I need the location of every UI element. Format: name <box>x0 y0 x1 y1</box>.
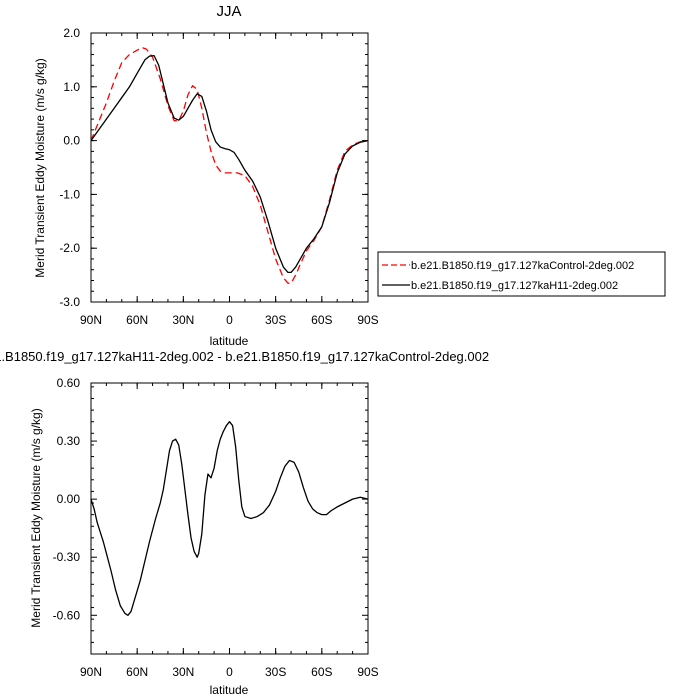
y-tick-label: -0.60 <box>53 608 81 622</box>
legend: b.e21.B1850.f19_g17.127kaControl-2deg.00… <box>377 251 666 297</box>
top-plot-frame <box>90 32 369 303</box>
y-tick-label: -2.0 <box>59 241 80 255</box>
y-tick-label: -1.0 <box>59 187 80 201</box>
x-tick-label: 0 <box>226 313 233 327</box>
bottom-x-axis-label: latitude <box>210 683 249 697</box>
bottom-chart-title: b.e21.B1850.f19_g17.127kaH11-2deg.002 - … <box>0 349 489 364</box>
bottom-plot-frame <box>90 382 369 655</box>
x-tick-label: 30N <box>172 313 194 327</box>
y-tick-label: 2.0 <box>63 26 80 40</box>
series-line-0 <box>90 421 369 616</box>
x-tick-label: 90N <box>80 313 102 327</box>
x-tick-label: 90N <box>80 665 102 679</box>
top-x-axis-ticks: 90N 60N 30N 0 30S 60S 90S <box>80 33 379 327</box>
bottom-series-lines <box>90 421 369 616</box>
series-line-0 <box>90 46 369 284</box>
x-tick-label: 60N <box>126 665 148 679</box>
y-tick-label: -0.30 <box>53 550 81 564</box>
bottom-minor-ticks <box>90 383 369 655</box>
x-tick-label: 0 <box>226 665 233 679</box>
bottom-y-axis-label: Merid Transient Eddy Moisture (m/s g/kg) <box>29 408 43 627</box>
x-tick-label: 30S <box>265 665 286 679</box>
legend-label-h11: b.e21.B1850.f19_g17.127kaH11-2deg.002 <box>411 280 618 292</box>
y-tick-label: 1.0 <box>63 80 80 94</box>
y-tick-label: 0.30 <box>57 434 81 448</box>
top-y-axis-label: Merid Transient Eddy Moisture (m/s g/kg) <box>33 58 47 277</box>
top-chart-title: JJA <box>216 3 241 20</box>
x-tick-label: 90S <box>357 313 378 327</box>
bottom-y-axis-ticks: 0.60 0.30 0.00 -0.30 -0.60 <box>53 376 368 622</box>
y-tick-label: 0.60 <box>57 376 81 390</box>
top-minor-ticks <box>90 32 369 303</box>
x-tick-label: 60N <box>126 313 148 327</box>
x-tick-label: 60S <box>311 665 332 679</box>
top-series-lines <box>90 46 369 284</box>
top-y-axis-ticks: 2.0 1.0 0.0 -1.0 -2.0 -3.0 <box>59 26 368 309</box>
x-tick-label: 60S <box>311 313 332 327</box>
y-tick-label: 0.00 <box>57 492 81 506</box>
x-tick-label: 30S <box>265 313 286 327</box>
legend-box <box>377 251 666 297</box>
x-tick-label: 90S <box>357 665 378 679</box>
y-tick-label: 0.0 <box>63 134 80 148</box>
bottom-panel: b.e21.B1850.f19_g17.127kaH11-2deg.002 - … <box>0 349 489 697</box>
x-tick-label: 30N <box>172 665 194 679</box>
series-line-1 <box>90 54 369 274</box>
legend-label-control: b.e21.B1850.f19_g17.127kaControl-2deg.00… <box>411 260 634 272</box>
bottom-x-axis-ticks: 90N 60N 30N 0 30S 60S 90S <box>80 383 379 679</box>
y-tick-label: -3.0 <box>59 295 80 309</box>
top-x-axis-label: latitude <box>210 334 249 348</box>
top-panel: JJA 90N 60N 30N 0 30S 60S 90S 2.0 1.0 0.0 -1.0 -2.… <box>33 3 666 348</box>
